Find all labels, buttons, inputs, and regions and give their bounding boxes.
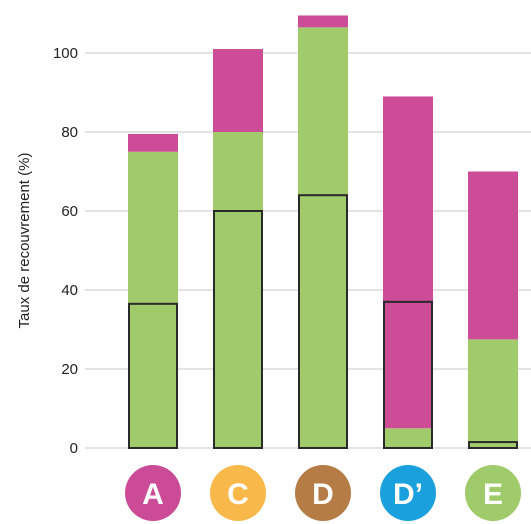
category-badge: A — [125, 465, 181, 521]
bar-segment-green — [213, 132, 263, 448]
category-circle — [295, 465, 351, 521]
y-tick-label: 40 — [61, 282, 78, 299]
category-label: A — [142, 478, 164, 511]
bar-segment-green — [468, 339, 518, 448]
outlined-bar — [298, 194, 348, 449]
category-circle — [465, 465, 521, 521]
bar-segment-magenta — [468, 171, 518, 340]
category-circle — [380, 465, 436, 521]
bar-segment-green — [383, 428, 433, 448]
outlined-bar — [128, 302, 178, 450]
outlined-bar — [213, 210, 263, 449]
y-tick-label: 80 — [61, 124, 78, 141]
bar-segment-green — [128, 151, 178, 448]
bar-segment-magenta — [298, 15, 348, 28]
y-tick-label: 0 — [70, 440, 78, 457]
category-circle — [210, 465, 266, 521]
category-circle — [125, 465, 181, 521]
y-tick-label: 100 — [53, 45, 78, 62]
category-badge: C — [210, 465, 266, 521]
category-badge: D’ — [380, 465, 436, 521]
outlined-bar — [383, 300, 433, 449]
category-label: D’ — [393, 478, 423, 511]
y-tick-label: 20 — [61, 361, 78, 378]
category-badge: D — [295, 465, 351, 521]
category-label: C — [227, 478, 249, 511]
category-label: D — [312, 478, 334, 511]
bar-segment-green — [298, 27, 348, 448]
bar-segment-magenta — [128, 133, 178, 152]
category-badge: E — [465, 465, 521, 521]
bar-segment-magenta — [383, 96, 433, 429]
outlined-bar — [468, 441, 518, 450]
y-tick-label: 60 — [61, 203, 78, 220]
category-label: E — [483, 478, 503, 511]
y-axis-label: Taux de recouvrement (%) — [16, 153, 33, 329]
bar-segment-magenta — [213, 49, 263, 132]
